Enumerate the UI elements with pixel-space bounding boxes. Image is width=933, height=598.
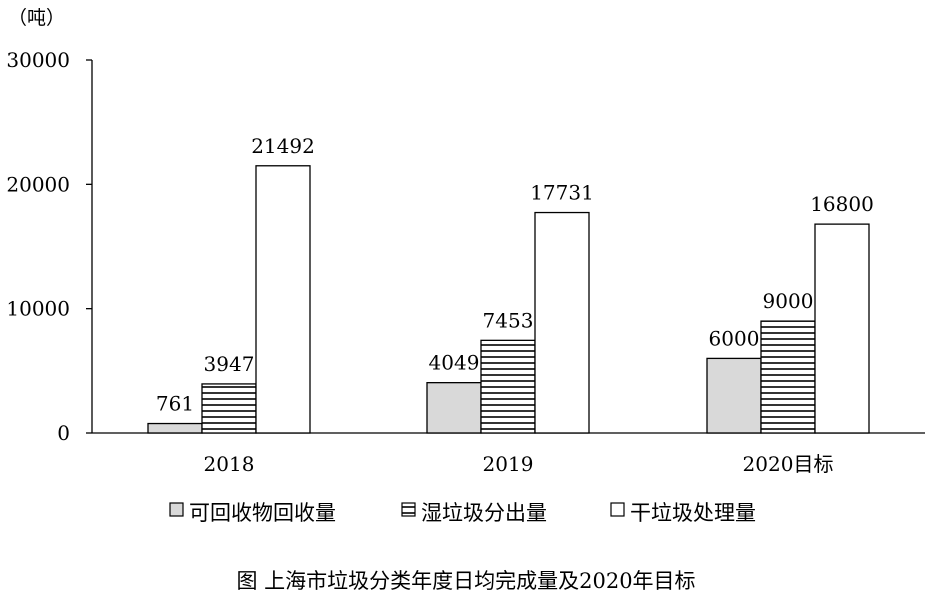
y-tick-label: 20000: [6, 172, 70, 196]
legend-label: 可回收物回收量: [189, 501, 336, 525]
bar-2020目标-干垃圾处理量: [814, 223, 870, 434]
category-label: 2019: [483, 452, 534, 476]
value-label: 7453: [483, 308, 534, 332]
value-label: 4049: [429, 351, 480, 375]
y-tick-label: 0: [57, 421, 70, 445]
legend: 可回收物回收量 湿垃圾分出量 干垃圾处理量: [169, 501, 756, 525]
bar-2018-湿垃圾分出量: [201, 383, 257, 434]
legend-label: 湿垃圾分出量: [421, 501, 547, 525]
bar-2020目标-可回收物回收量: [706, 357, 762, 434]
value-label: 6000: [709, 326, 760, 350]
bar-2019-湿垃圾分出量: [480, 339, 536, 434]
bar-2018-干垃圾处理量: [255, 165, 311, 434]
y-axis-unit: （吨）: [8, 7, 65, 29]
value-label: 3947: [204, 352, 255, 376]
bar-2019-可回收物回收量: [426, 382, 482, 434]
value-label: 16800: [810, 192, 874, 216]
value-label: 17731: [530, 181, 594, 205]
bar-2020目标-湿垃圾分出量: [760, 320, 816, 434]
category-label: 2020目标: [743, 452, 834, 476]
value-label: 9000: [763, 289, 814, 313]
category-label: 2018: [204, 452, 255, 476]
value-label: 761: [156, 392, 194, 416]
y-tick-label: 30000: [6, 48, 70, 72]
bar-2018-可回收物回收量: [147, 422, 203, 434]
legend-swatch: [169, 502, 184, 517]
y-axis: 0 10000 20000 30000: [6, 48, 93, 445]
legend-swatch: [401, 502, 416, 517]
chart-caption: 图 上海市垃圾分类年度日均完成量及2020年目标: [236, 569, 695, 593]
bars: [147, 165, 870, 434]
bar-2019-干垃圾处理量: [534, 211, 590, 434]
legend-swatch: [610, 502, 625, 517]
y-tick-label: 10000: [6, 297, 70, 321]
category-labels: 2018 2019 2020目标: [204, 452, 834, 476]
value-label: 21492: [251, 134, 315, 158]
legend-label: 干垃圾处理量: [630, 501, 756, 525]
